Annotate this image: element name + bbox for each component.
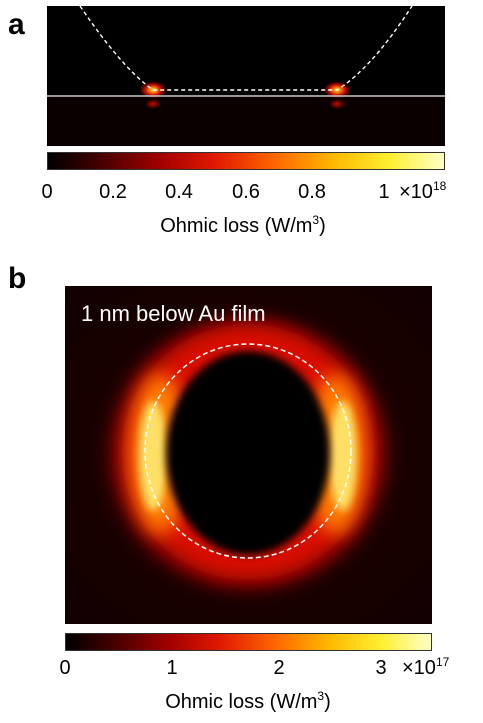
panel-a-letter: a [8,8,25,41]
panel-b-tick-3: 3 [375,657,387,679]
panel-b-ring-yellow-left [139,401,167,511]
panel-b-inset-label: 1 nm below Au film [81,301,266,326]
panel-b-heatmap [65,286,432,624]
panel-b-tick-1: 1 [166,657,178,679]
panel-a-hotspot-left [139,81,167,99]
panel-b-multiplier: ×1017 [402,655,450,679]
panel-b-plane-map: 1 nm below Au film [65,286,432,624]
panel-a-tick-2: 0.4 [165,181,193,203]
panel-b-tick-0: 0 [59,657,71,679]
panel-a-colorbar [47,152,445,170]
panel-b-tick-2: 2 [273,657,285,679]
panel-a-hotspot-left-lower [143,98,163,110]
panel-b-colorbar-label: Ohmic loss (W/m3) [165,689,331,713]
panel-a-particle-outline [79,6,413,91]
panel-b-ring-yellow-right [329,401,357,511]
panel-a-multiplier: ×1018 [399,179,447,203]
panel-b-colorbar [65,633,432,651]
panel-b-letter: b [8,262,27,295]
panel-b-particle-outline [144,343,352,559]
panel-b-dark-core [166,351,330,555]
panel-a-tick-1: 0.2 [99,181,127,203]
panel-a-tick-3: 0.6 [232,181,260,203]
panel-a-substrate [47,96,445,146]
panel-a-tick-5: 1 [378,181,390,203]
panel-a-tick-0: 0 [41,181,53,203]
panel-a-cross-section-map [47,6,445,146]
panel-a-hotspot-right-lower [327,98,347,110]
panel-a-tick-4: 0.8 [298,181,326,203]
panel-a-colorbar-label: Ohmic loss (W/m3) [160,213,326,237]
panel-a-heatmap [47,6,445,146]
